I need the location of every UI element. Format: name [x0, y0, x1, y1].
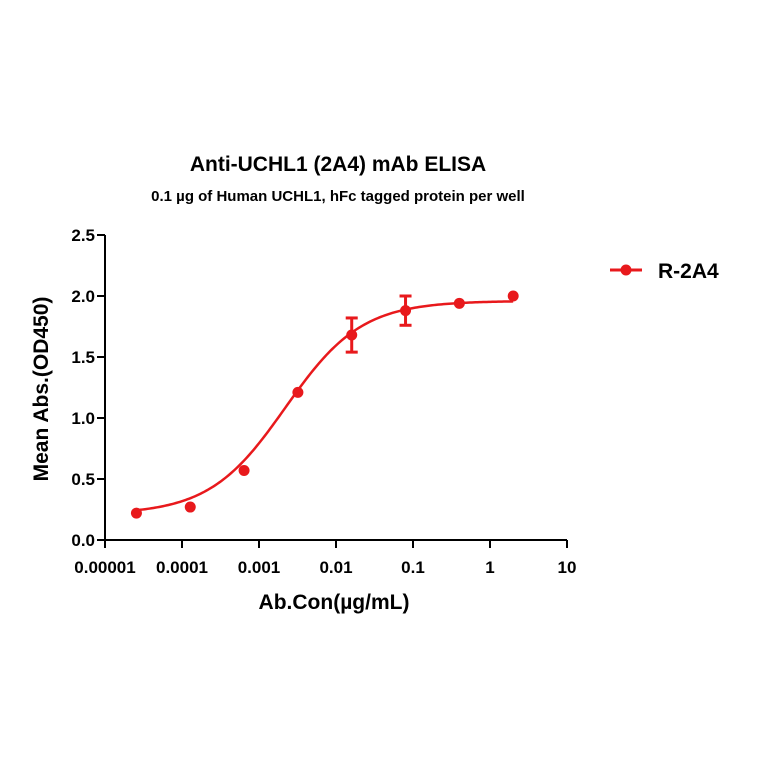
y-tick-label: 2.0 — [71, 287, 95, 306]
x-tick-label: 0.00001 — [74, 558, 135, 577]
x-tick-label: 0.0001 — [156, 558, 208, 577]
data-point — [346, 329, 358, 341]
x-axis-label: Ab.Con(µg/mL) — [259, 591, 410, 614]
legend-label-r-2a4: R-2A4 — [658, 260, 719, 283]
error-bar-layer — [345, 294, 412, 354]
y-tick-label: 0.0 — [71, 531, 95, 550]
data-point — [184, 501, 196, 513]
data-point — [507, 290, 519, 302]
chart-subtitle: 0.1 µg of Human UCHL1, hFc tagged protei… — [151, 188, 525, 205]
x-tick-label: 10 — [558, 558, 577, 577]
data-point — [453, 297, 465, 309]
x-tick-label: 1 — [485, 558, 494, 577]
legend: R-2A4 — [610, 260, 719, 283]
chart-title: Anti-UCHL1 (2A4) mAb ELISA — [190, 153, 486, 176]
y-tick-label: 1.0 — [71, 409, 95, 428]
legend-marker — [620, 264, 632, 276]
y-tick-label: 1.5 — [71, 348, 95, 367]
y-tick-label: 2.5 — [71, 226, 95, 245]
x-axis: 0.00001 0.0001 0.001 0.01 0.1 1 10 — [74, 539, 577, 577]
data-point — [130, 507, 142, 519]
data-point-layer — [130, 290, 519, 519]
data-point — [400, 305, 412, 317]
y-axis-label: Mean Abs.(OD450) — [30, 297, 53, 482]
x-tick-label: 0.001 — [238, 558, 281, 577]
data-point — [292, 386, 304, 398]
x-tick-label: 0.01 — [319, 558, 352, 577]
fit-curve-r-2a4 — [136, 300, 514, 512]
y-tick-label: 0.5 — [71, 470, 95, 489]
data-point — [238, 464, 250, 476]
fit-curve-layer — [136, 300, 514, 512]
y-axis: 0.0 0.5 1.0 1.5 2.0 2.5 — [71, 226, 106, 550]
x-tick-label: 0.1 — [401, 558, 425, 577]
